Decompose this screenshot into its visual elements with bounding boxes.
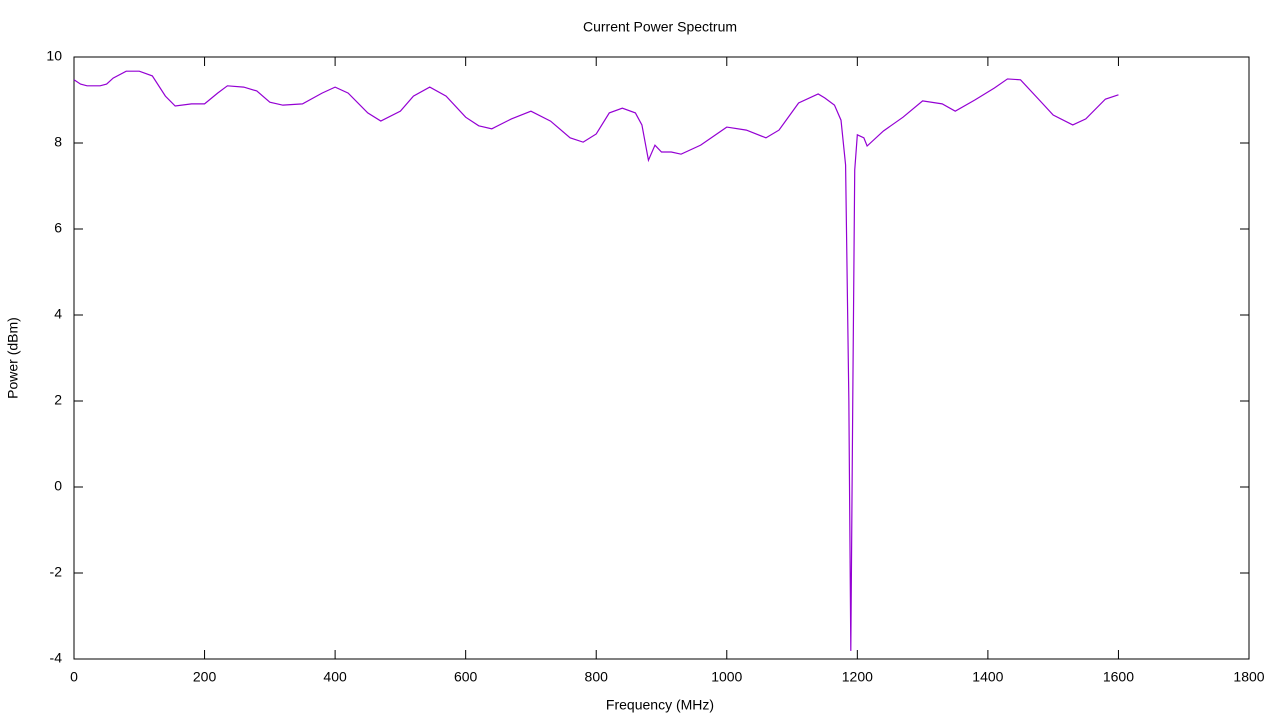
x-tick-label: 200 xyxy=(193,669,217,685)
x-tick-label: 1800 xyxy=(1233,669,1264,685)
y-tick-label: -4 xyxy=(50,650,63,666)
data-line xyxy=(73,70,1119,651)
x-tick-label: 1400 xyxy=(972,669,1003,685)
x-tick-label: 600 xyxy=(454,669,478,685)
x-tick-label: 400 xyxy=(323,669,347,685)
y-axis-label: Power (dBm) xyxy=(5,317,21,399)
x-axis-label: Frequency (MHz) xyxy=(606,697,714,713)
x-tick-label: 1600 xyxy=(1103,669,1134,685)
y-tick-label: 4 xyxy=(54,306,62,322)
x-tick-label: 800 xyxy=(585,669,609,685)
y-tick-label: 0 xyxy=(54,478,62,494)
x-tick-label: 1000 xyxy=(711,669,742,685)
chart-title: Current Power Spectrum xyxy=(583,19,737,35)
y-tick-label: 10 xyxy=(46,48,62,64)
y-tick-label: 6 xyxy=(54,220,62,236)
y-tick-label: 2 xyxy=(54,392,62,408)
plot-frame xyxy=(73,56,1250,660)
x-tick-label: 1200 xyxy=(842,669,873,685)
y-tick-label: -2 xyxy=(50,564,63,580)
y-tick-label: 8 xyxy=(54,134,62,150)
x-tick-label: 0 xyxy=(70,669,78,685)
